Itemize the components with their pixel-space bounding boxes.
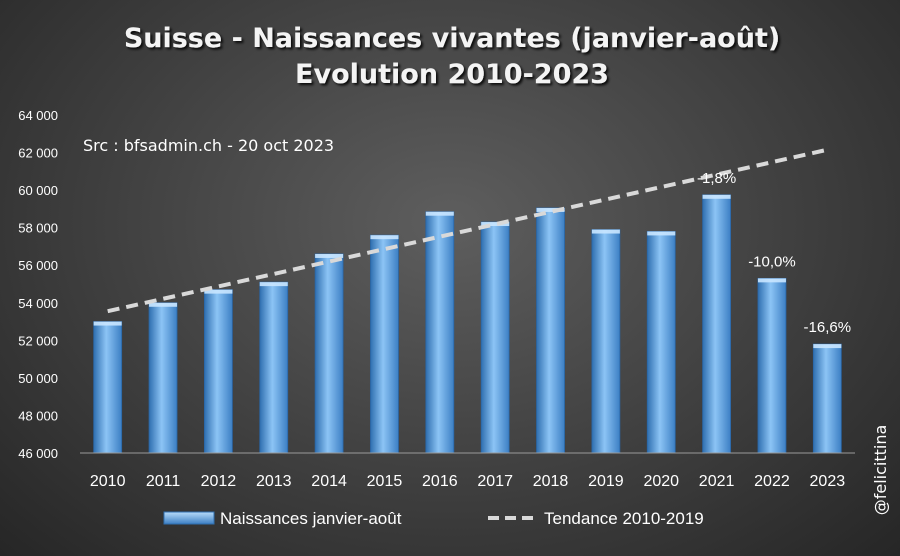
bar-2011 [149,303,177,453]
bar-top-2016 [426,212,454,216]
y-tick-label: 56 000 [18,258,58,273]
bar-2017 [481,222,509,453]
y-tick-label: 46 000 [18,446,58,461]
y-tick-label: 58 000 [18,221,58,236]
legend-bar-label: Naissances janvier-août [220,509,402,528]
bar-top-2021 [703,195,731,199]
y-tick-label: 60 000 [18,183,58,198]
bar-top-2022 [758,278,786,282]
y-tick-label: 48 000 [18,408,58,423]
bar-2013 [260,282,288,453]
x-tick-label: 2014 [311,473,347,490]
x-axis: 2010 2011 2012 2013 2014 2015 2016 2017 2018 2019… [80,453,855,490]
credit-label: @felicittina [871,425,890,516]
bar-2021 [703,195,731,453]
y-tick-label: 54 000 [18,296,58,311]
x-tick-label: 2010 [90,473,126,490]
legend: Naissances janvier-août Tendance 2010-20… [164,509,704,528]
bar-2012 [204,290,232,453]
bar-top-2010 [94,322,122,326]
bar-2016 [426,212,454,453]
bar-2020 [647,231,675,453]
y-tick-label: 62 000 [18,146,58,161]
y-tick-label: 64 000 [18,108,58,123]
bar-2010 [94,322,122,453]
x-tick-label: 2023 [810,473,846,490]
bar-top-2020 [647,231,675,235]
y-axis: 46 000 48 000 50 000 52 000 54 000 56 000 58 0… [18,108,58,461]
bar-top-2019 [592,230,620,234]
chart-subtitle: Evolution 2010-2023 [295,59,609,90]
x-tick-label: 2019 [588,473,624,490]
legend-bar-swatch [164,512,214,524]
annotation-2022: -10,0% [748,253,796,270]
bar-2018 [537,208,565,453]
x-tick-label: 2011 [146,473,181,490]
bar-2022 [758,278,786,453]
legend-trend-label: Tendance 2010-2019 [544,509,704,528]
bar-2019 [592,230,620,453]
x-tick-label: 2013 [256,473,292,490]
x-tick-label: 2015 [367,473,403,490]
bar-top-2013 [260,282,288,286]
annotation-2021: -1,8% [697,170,736,187]
x-tick-label: 2017 [477,473,513,490]
bar-top-2011 [149,303,177,307]
x-tick-label: 2018 [533,473,569,490]
y-tick-label: 50 000 [18,371,58,386]
x-tick-label: 2022 [754,473,790,490]
bar-2023 [813,344,841,453]
x-tick-label: 2020 [643,473,679,490]
chart-title: Suisse - Naissances vivantes (janvier-ao… [124,23,780,54]
x-tick-label: 2016 [422,473,458,490]
y-tick-label: 52 000 [18,333,58,348]
source-note: Src : bfsadmin.ch - 20 oct 2023 [83,136,334,155]
x-tick-label: 2021 [699,473,735,490]
annotation-2023: -16,6% [804,319,852,336]
bar-series [94,195,842,453]
x-tick-label: 2012 [201,473,237,490]
bar-top-2015 [370,235,398,239]
bar-top-2023 [813,344,841,348]
bar-2014 [315,254,343,453]
bar-2015 [370,235,398,453]
